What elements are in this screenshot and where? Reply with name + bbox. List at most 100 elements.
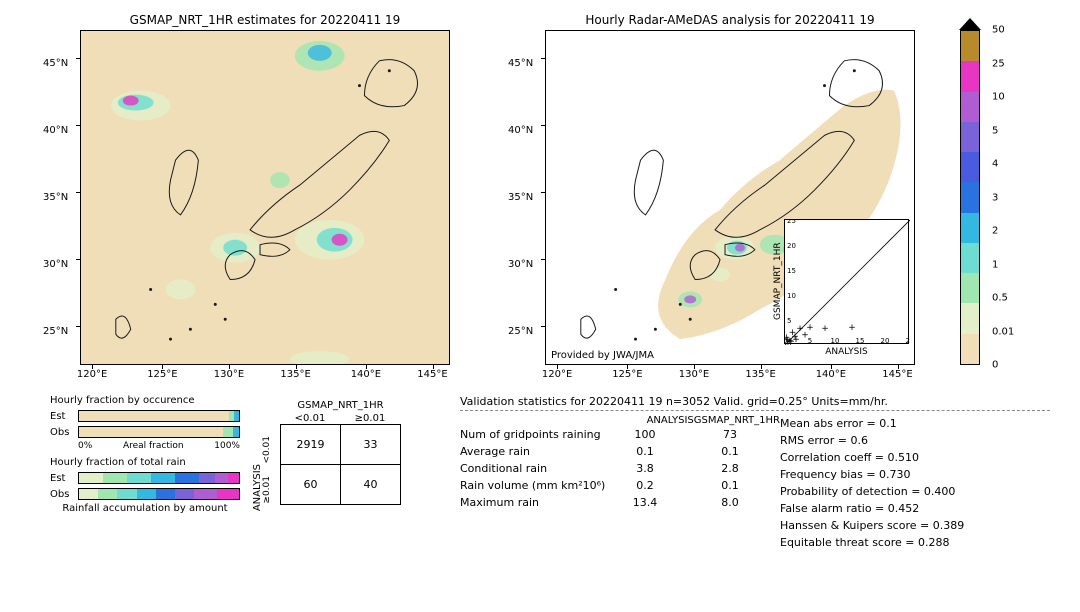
bar-segment (137, 489, 156, 499)
contingency-col-header: GSMAP_NRT_1HR (280, 400, 401, 411)
colorbar-label: 0.01 (992, 326, 1014, 337)
bar-segment (103, 473, 127, 483)
bar-segment (156, 489, 175, 499)
contingency-col-ge: ≥0.01 (340, 413, 400, 424)
tick-mark (76, 58, 81, 59)
tick-mark (761, 364, 762, 369)
bar-segment (199, 473, 215, 483)
colorbar-seg (961, 61, 979, 91)
colorbar-label: 3 (992, 192, 998, 203)
svg-text:+: + (821, 324, 829, 334)
bar-segment (79, 473, 103, 483)
colorbar-seg (961, 152, 979, 182)
score-label: Correlation coeff = (780, 451, 884, 464)
score-label: Probability of detection = (780, 485, 920, 498)
contingency-cell-00: 2919 (281, 425, 341, 465)
validation-row-v1: 13.4 (610, 496, 680, 509)
bar-segment (175, 473, 199, 483)
colorbar-label: 1 (992, 259, 998, 270)
map-ytick-label: 30°N (43, 259, 68, 270)
total-caption: Rainfall accumulation by amount (50, 503, 240, 514)
validation-score: Equitable threat score = 0.288 (780, 534, 1040, 551)
validation-stats: Validation statistics for 20220411 19 n=… (460, 395, 1050, 551)
bar-segment (223, 427, 233, 437)
colorbar-label: 4 (992, 159, 998, 170)
tick-mark (433, 364, 434, 369)
bar-segment (228, 473, 239, 483)
occurrence-obs-label: Obs (50, 427, 78, 438)
validation-row-v1: 100 (610, 428, 680, 441)
colorbar-label: 5 (992, 125, 998, 136)
map-ytick-label: 25°N (508, 326, 533, 337)
colorbar-label: 0 (992, 360, 998, 371)
score-label: Hanssen & Kuipers score = (780, 519, 929, 532)
map-xtick-label: 145°E (882, 369, 912, 380)
colorbar: 502510543210.50.010 (960, 30, 980, 365)
validation-row-v1: 0.2 (610, 479, 680, 492)
occurrence-obs-bar (78, 426, 240, 438)
total-est-bar (78, 472, 240, 484)
tick-mark (898, 364, 899, 369)
colorbar-seg (961, 334, 979, 364)
bar-segment (79, 411, 229, 421)
map-ytick-label: 40°N (43, 125, 68, 136)
bar-segment (234, 411, 239, 421)
scatter-inset: 00551010151520202525+++++++++++++ ANALYS… (784, 219, 909, 344)
colorbar-seg (961, 31, 979, 61)
bar-segment (117, 489, 136, 499)
validation-row: Maximum rain13.48.0 (460, 494, 780, 511)
map-ytick-label: 25°N (43, 326, 68, 337)
score-label: Frequency bias = (780, 468, 876, 481)
colorbar-seg (961, 182, 979, 212)
colorbar-label: 0.5 (992, 293, 1008, 304)
colorbar-seg (961, 122, 979, 152)
svg-text:+: + (806, 323, 814, 333)
contingency-table: GSMAP_NRT_1HR <0.01 ≥0.01 ANALYSIS <0.01… (280, 400, 401, 505)
score-value: 0.389 (933, 519, 965, 532)
validation-row: Num of gridpoints raining10073 (460, 426, 780, 443)
score-value: 0.730 (879, 468, 911, 481)
validation-score: RMS error = 0.6 (780, 432, 1040, 449)
scatter-ylabel: GSMAP_NRT_1HR (773, 220, 783, 343)
svg-text:5: 5 (787, 317, 791, 325)
validation-score: Mean abs error = 0.1 (780, 415, 1040, 432)
map-ytick-label: 35°N (43, 192, 68, 203)
validation-title: Validation statistics for 20220411 19 n=… (460, 395, 1050, 408)
map-xtick-label: 140°E (351, 369, 381, 380)
bar-segment (98, 489, 117, 499)
score-label: RMS error = (780, 434, 847, 447)
svg-text:10: 10 (831, 337, 840, 345)
tick-mark (627, 364, 628, 369)
validation-row-v2: 0.1 (680, 445, 780, 458)
score-label: Equitable threat score = (780, 536, 914, 549)
map-xtick-label: 125°E (147, 369, 177, 380)
validation-score: Correlation coeff = 0.510 (780, 449, 1040, 466)
map-gsmap-canvas (81, 31, 449, 364)
tick-mark (831, 364, 832, 369)
map-xtick-label: 120°E (77, 369, 107, 380)
tick-mark (541, 192, 546, 193)
map-ytick-label: 45°N (43, 58, 68, 69)
svg-text:15: 15 (856, 337, 865, 345)
validation-row: Rain volume (mm km²10⁶)0.20.1 (460, 477, 780, 494)
validation-score: False alarm ratio = 0.452 (780, 500, 1040, 517)
tick-mark (541, 58, 546, 59)
occurrence-est-label: Est (50, 411, 78, 422)
bar-segment (79, 427, 223, 437)
score-value: 0.452 (888, 502, 920, 515)
tick-mark (296, 364, 297, 369)
map-ytick-label: 40°N (508, 125, 533, 136)
tick-mark (541, 259, 546, 260)
validation-row: Conditional rain3.82.8 (460, 460, 780, 477)
occurrence-axis-right: 100% (214, 441, 240, 451)
map-provider-label: Provided by JWA/JMA (551, 350, 654, 361)
svg-text:20: 20 (787, 242, 796, 250)
contingency-row-ge: ≥0.01 (262, 476, 272, 504)
svg-text:15: 15 (787, 267, 796, 275)
map-xtick-label: 125°E (612, 369, 642, 380)
bar-segment (79, 489, 98, 499)
validation-score: Frequency bias = 0.730 (780, 466, 1040, 483)
map-xtick-label: 145°E (417, 369, 447, 380)
validation-row-label: Average rain (460, 445, 610, 458)
validation-row-label: Maximum rain (460, 496, 610, 509)
